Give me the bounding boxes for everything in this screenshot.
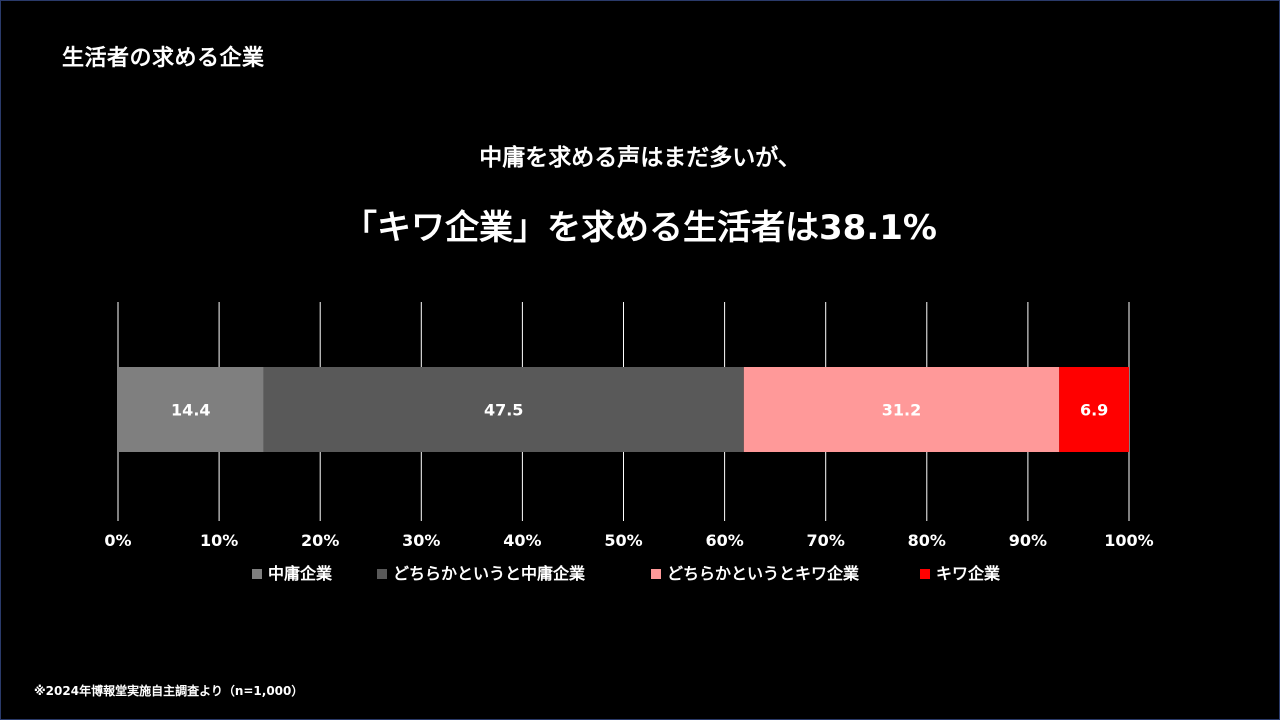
legend-swatch bbox=[377, 569, 387, 579]
legend-swatch bbox=[920, 569, 930, 579]
bar-segment bbox=[743, 367, 1060, 452]
data-label: 14.4 bbox=[171, 401, 210, 420]
slide-title: 生活者の求める企業 bbox=[62, 46, 265, 71]
legend-swatch bbox=[651, 569, 661, 579]
bar-segment bbox=[263, 367, 744, 452]
bar-segment bbox=[118, 367, 264, 452]
x-tick-label: 30% bbox=[402, 531, 440, 550]
data-label: 6.9 bbox=[1080, 401, 1108, 420]
footnote: ※2024年博報堂実施自主調査より（n=1,000） bbox=[34, 684, 304, 698]
legend-label: どちらかというとキワ企業 bbox=[667, 564, 860, 583]
legend-label: どちらかというと中庸企業 bbox=[393, 564, 586, 583]
x-tick-label: 100% bbox=[1104, 531, 1153, 550]
x-tick-label: 20% bbox=[301, 531, 339, 550]
x-tick-label: 60% bbox=[705, 531, 743, 550]
legend-label: キワ企業 bbox=[936, 564, 1001, 583]
x-tick-label: 90% bbox=[1009, 531, 1047, 550]
x-tick-label: 70% bbox=[807, 531, 845, 550]
x-tick-label: 10% bbox=[200, 531, 238, 550]
data-label: 31.2 bbox=[882, 401, 921, 420]
x-tick-label: 80% bbox=[908, 531, 946, 550]
x-tick-label: 50% bbox=[604, 531, 642, 550]
bar-segment bbox=[1059, 367, 1129, 452]
legend-label: 中庸企業 bbox=[268, 564, 333, 583]
headline-line-1: 中庸を求める声はまだ多いが、 bbox=[479, 145, 801, 171]
x-tick-label: 0% bbox=[104, 531, 131, 550]
data-label: 47.5 bbox=[484, 401, 523, 420]
x-tick-label: 40% bbox=[503, 531, 541, 550]
legend-swatch bbox=[252, 569, 262, 579]
headline-line-2: 「キワ企業」を求める生活者は38.1% bbox=[343, 208, 937, 248]
